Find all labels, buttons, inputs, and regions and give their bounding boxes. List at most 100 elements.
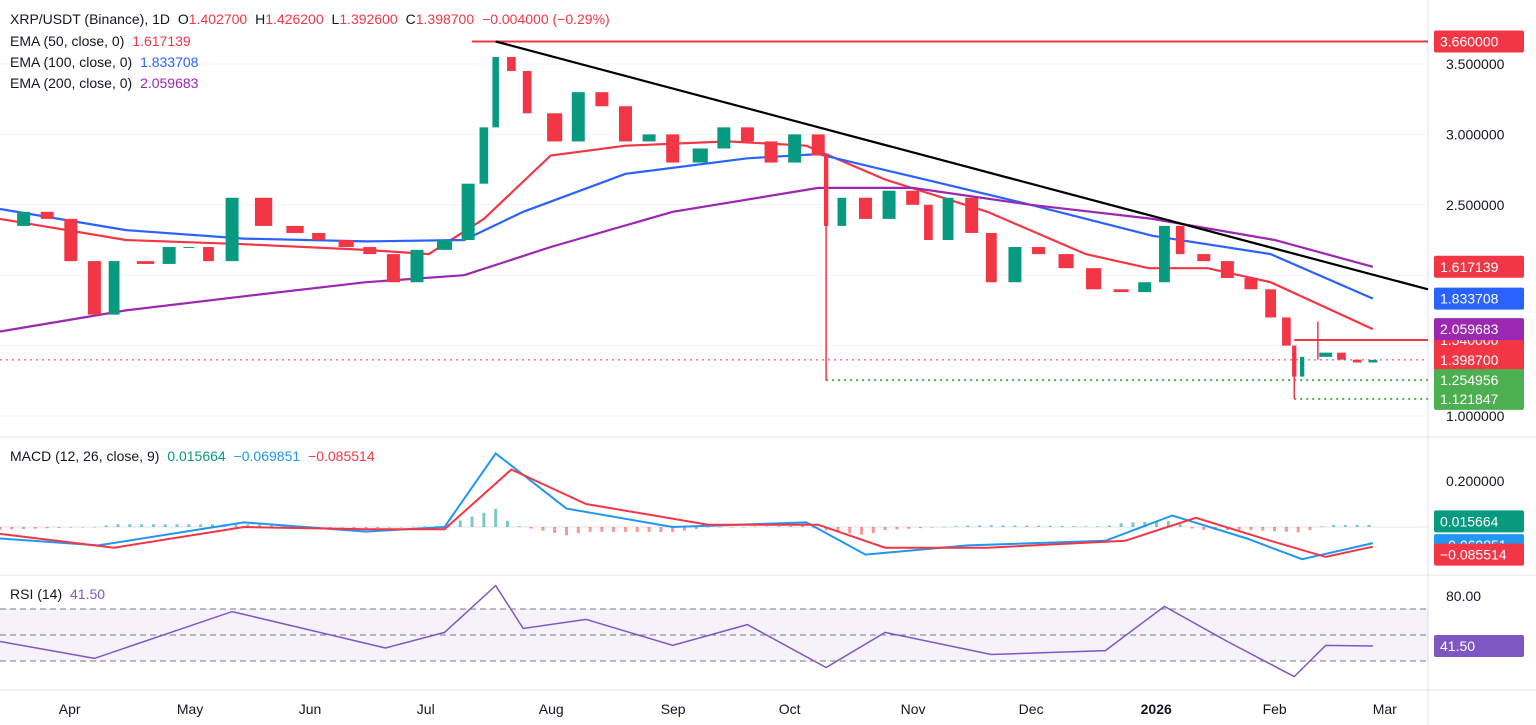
level-tag-label: 1.121847 xyxy=(1440,391,1499,407)
price-axis[interactable]: 3.500000 3.000000 2.500000 1.000000 3.660000… xyxy=(1434,30,1524,658)
candle xyxy=(507,56,516,72)
macd-hist-bar xyxy=(1084,526,1088,527)
macd-hist-bar xyxy=(376,527,380,528)
macd-hist-bar xyxy=(1001,525,1005,527)
candle xyxy=(1032,247,1046,255)
macd-hist-bar xyxy=(942,526,946,528)
rsi-legend[interactable]: RSI (14) 41.50 xyxy=(10,585,109,603)
macd-hist-bar xyxy=(1202,527,1206,530)
macd-hist-bar xyxy=(128,524,132,527)
close-label: C xyxy=(405,11,416,27)
candle xyxy=(1159,225,1170,283)
macd-hist-bar xyxy=(69,527,73,528)
candle xyxy=(1058,254,1074,269)
level-tag xyxy=(1434,30,1524,53)
macd-hist-bar xyxy=(317,526,321,528)
macd-hist-bar xyxy=(482,512,486,527)
macd-hist-bar xyxy=(1367,524,1371,527)
macd-hist-bar xyxy=(494,508,498,527)
candle xyxy=(1265,289,1277,318)
candle xyxy=(1113,289,1129,293)
candle xyxy=(1282,317,1291,346)
ema50-label: EMA (50, close, 0) xyxy=(10,33,125,49)
macd-hist-bar xyxy=(848,527,852,534)
macd-hist-bar xyxy=(1308,527,1312,531)
candle xyxy=(1244,278,1258,290)
macd-hist-bar xyxy=(104,525,108,527)
candle xyxy=(492,56,499,128)
macd-hist-bar xyxy=(1048,525,1052,527)
time-tick: Dec xyxy=(1019,701,1044,717)
price-tick: 2.500000 xyxy=(1446,197,1505,213)
ema200-legend[interactable]: EMA (200, close, 0) 2.059683 xyxy=(10,74,202,92)
time-tick: Oct xyxy=(779,701,801,717)
level-tag xyxy=(1434,348,1524,371)
candle xyxy=(436,240,453,250)
macd-hist-bar xyxy=(199,524,203,527)
ema-tag xyxy=(1434,318,1524,341)
grid xyxy=(0,63,1428,417)
macd-hist-bar xyxy=(1190,527,1194,529)
horizontal-levels xyxy=(0,40,1428,400)
macd-hist-bar xyxy=(423,526,427,527)
rsi-pane xyxy=(0,584,1428,678)
time-tick: Nov xyxy=(901,701,926,717)
macd-hist-bar xyxy=(706,527,710,528)
macd-tag xyxy=(1434,543,1524,566)
candle xyxy=(788,134,802,163)
macd-hist-bar xyxy=(765,526,769,527)
candle xyxy=(183,247,195,249)
candle xyxy=(17,211,31,226)
price-tick: 3.500000 xyxy=(1446,56,1505,72)
macd-legend[interactable]: MACD (12, 26, close, 9) 0.015664 −0.0698… xyxy=(10,447,379,465)
macd-hist-bar xyxy=(1143,521,1147,527)
ema100-legend[interactable]: EMA (100, close, 0) 1.833708 xyxy=(10,53,202,71)
macd-hist-bar xyxy=(612,527,616,532)
wicks xyxy=(825,190,1319,400)
candle xyxy=(1368,359,1378,363)
candle xyxy=(479,127,489,184)
macd-tag-label: 0.015664 xyxy=(1440,513,1499,529)
candle xyxy=(858,197,872,219)
macd-hist-bar xyxy=(753,526,757,528)
macd-hist-bar xyxy=(187,524,191,527)
candle xyxy=(985,232,997,283)
candle xyxy=(522,71,532,114)
macd-hist-bar xyxy=(505,520,509,527)
time-tick: Jun xyxy=(299,701,322,717)
candle xyxy=(666,134,680,163)
candle xyxy=(823,155,829,226)
macd-hist-bar xyxy=(1013,525,1017,527)
rsi-tick: 80.00 xyxy=(1446,588,1481,604)
macd-hist-bar xyxy=(210,524,214,527)
ema50-legend[interactable]: EMA (50, close, 0) 1.617139 xyxy=(10,32,195,50)
macd-hist-bar xyxy=(364,527,368,529)
candle xyxy=(1008,247,1022,283)
candle xyxy=(740,127,754,142)
macd-hist-value: 0.015664 xyxy=(167,448,226,464)
rsi-label: RSI (14) xyxy=(10,586,63,602)
macd-hist-bar xyxy=(907,527,911,529)
candle xyxy=(136,261,155,264)
price-tick: 3.000000 xyxy=(1446,126,1505,142)
candle xyxy=(882,190,896,219)
time-axis[interactable]: Apr May Jun Jul Aug Sep Oct Nov Dec 2026 Feb Mar xyxy=(59,701,1397,717)
macd-hist-bar xyxy=(860,527,864,535)
macd-hist-bar xyxy=(954,526,958,527)
macd-tag-label: −0.085514 xyxy=(1440,547,1507,563)
macd-hist-bar xyxy=(1273,527,1277,532)
macd-hist-bar xyxy=(742,526,746,528)
candle xyxy=(1299,356,1305,377)
candle xyxy=(717,127,731,149)
macd-hist-bar xyxy=(895,527,899,530)
candle xyxy=(1220,261,1234,279)
candle xyxy=(1292,345,1297,377)
macd-hist-bar xyxy=(435,525,439,527)
ema-tag-label: 1.617139 xyxy=(1440,259,1499,275)
macd-hist-bar xyxy=(824,527,828,531)
macd-hist-bar xyxy=(694,527,698,530)
macd-hist-bar xyxy=(458,520,462,527)
candle xyxy=(942,197,954,240)
macd-hist-bar xyxy=(635,527,639,532)
